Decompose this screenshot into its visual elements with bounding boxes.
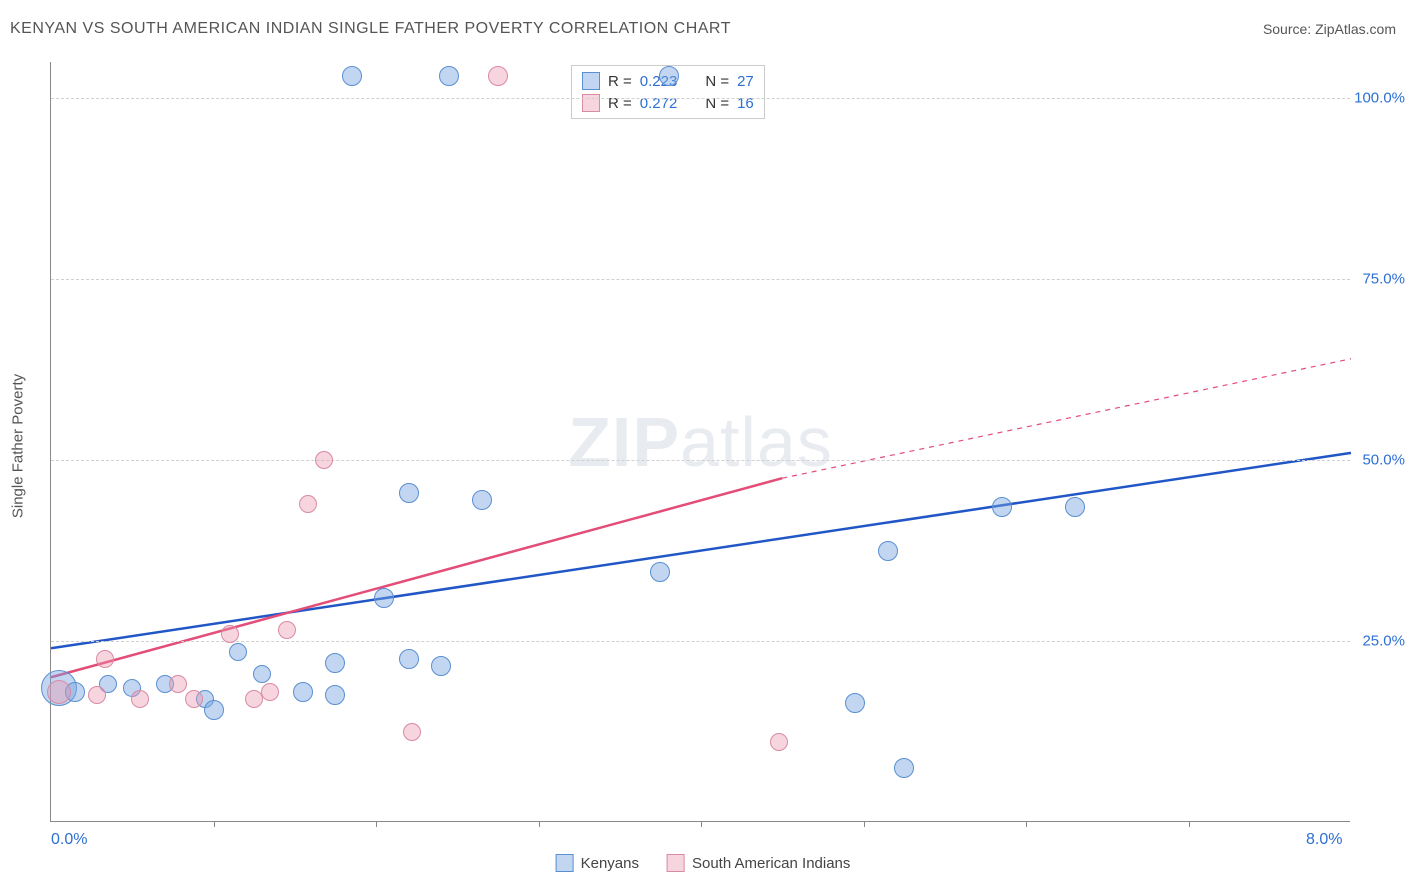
scatter-point: [399, 649, 419, 669]
scatter-point: [399, 483, 419, 503]
legend-swatch: [556, 854, 574, 872]
legend-label: Kenyans: [581, 855, 639, 872]
legend-swatch: [582, 72, 600, 90]
scatter-point: [261, 683, 279, 701]
scatter-point: [374, 588, 394, 608]
scatter-point: [96, 650, 114, 668]
r-label: R =: [608, 95, 632, 112]
scatter-point: [325, 685, 345, 705]
n-value: 16: [737, 95, 754, 112]
y-tick-label: 25.0%: [1362, 633, 1405, 650]
scatter-point: [185, 690, 203, 708]
legend-label: South American Indians: [692, 855, 850, 872]
x-tick-label: 8.0%: [1306, 831, 1342, 849]
scatter-point: [325, 653, 345, 673]
x-tick: [701, 821, 702, 827]
scatter-point: [169, 675, 187, 693]
x-tick: [864, 821, 865, 827]
scatter-point: [488, 66, 508, 86]
scatter-point: [245, 690, 263, 708]
scatter-point: [299, 495, 317, 513]
y-axis-label: Single Father Poverty: [10, 374, 27, 518]
scatter-point: [403, 723, 421, 741]
scatter-point: [131, 690, 149, 708]
x-tick: [214, 821, 215, 827]
scatter-point: [278, 621, 296, 639]
trend-lines-layer: [51, 62, 1350, 821]
x-tick: [1189, 821, 1190, 827]
scatter-point: [293, 682, 313, 702]
scatter-point: [845, 693, 865, 713]
stats-legend-row: R = 0.272 N = 16: [582, 92, 754, 114]
trend-line: [51, 478, 782, 677]
x-tick: [539, 821, 540, 827]
chart-title: KENYAN VS SOUTH AMERICAN INDIAN SINGLE F…: [10, 20, 731, 38]
scatter-point: [342, 66, 362, 86]
scatter-point: [253, 665, 271, 683]
scatter-point: [894, 758, 914, 778]
scatter-point: [439, 66, 459, 86]
scatter-point: [878, 541, 898, 561]
scatter-point: [88, 686, 106, 704]
scatter-point: [47, 680, 71, 704]
n-label: N =: [705, 95, 729, 112]
scatter-point: [431, 656, 451, 676]
gridline: [51, 279, 1350, 280]
gridline: [51, 460, 1350, 461]
scatter-point: [204, 700, 224, 720]
x-tick: [1026, 821, 1027, 827]
legend-item: Kenyans: [556, 854, 639, 872]
scatter-point: [1065, 497, 1085, 517]
r-value: 0.272: [640, 95, 678, 112]
legend-swatch: [667, 854, 685, 872]
n-label: N =: [705, 73, 729, 90]
scatter-point: [315, 451, 333, 469]
y-tick-label: 50.0%: [1362, 452, 1405, 469]
legend-item: South American Indians: [667, 854, 850, 872]
legend-swatch: [582, 94, 600, 112]
source-attribution: Source: ZipAtlas.com: [1263, 21, 1396, 37]
n-value: 27: [737, 73, 754, 90]
series-legend: Kenyans South American Indians: [556, 854, 851, 872]
plot-area: ZIPatlas R =0.223N =27R =0.272N =16 25.0…: [50, 62, 1350, 822]
scatter-point: [472, 490, 492, 510]
trend-line: [51, 453, 1351, 648]
gridline: [51, 98, 1350, 99]
gridline: [51, 641, 1350, 642]
x-tick: [376, 821, 377, 827]
x-tick-label: 0.0%: [51, 831, 87, 849]
scatter-point: [992, 497, 1012, 517]
y-tick-label: 100.0%: [1354, 90, 1405, 107]
scatter-point: [770, 733, 788, 751]
scatter-point: [229, 643, 247, 661]
scatter-point: [659, 66, 679, 86]
scatter-point: [221, 625, 239, 643]
y-tick-label: 75.0%: [1362, 271, 1405, 288]
r-label: R =: [608, 73, 632, 90]
scatter-point: [650, 562, 670, 582]
